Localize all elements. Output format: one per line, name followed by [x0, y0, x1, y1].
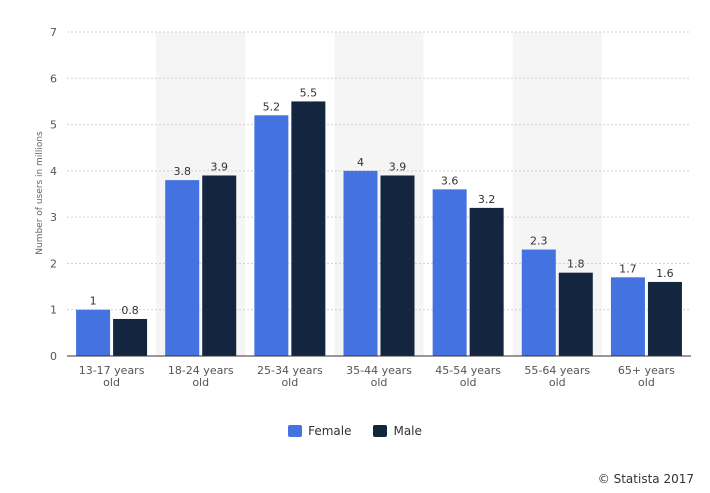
bars: [76, 101, 682, 356]
x-category-label: 18-24 years old: [168, 364, 234, 389]
bar-female-0[interactable]: [76, 309, 111, 356]
legend-swatch-male: [373, 425, 388, 437]
data-label: 3.8: [173, 165, 191, 178]
y-tick-label: 5: [50, 119, 57, 132]
data-label: 0.8: [121, 304, 139, 317]
data-labels: 1 0.8 3.8 3.9 5.2 5.5 4 3.9 3.6 3.2 2.3 1.8 1.7 1.6: [90, 86, 674, 317]
bar-female-5[interactable]: [521, 249, 556, 356]
bar-female-3[interactable]: [343, 170, 378, 356]
y-axis-label: Number of users in millions: [35, 131, 45, 255]
x-category-label: 45-54 years old: [435, 364, 501, 389]
y-tick-label: 0: [50, 350, 57, 363]
data-label: 1.8: [567, 258, 585, 271]
x-axis-categories: 13-17 years old 18-24 years old 25-34 years o…: [79, 364, 675, 389]
legend-swatch-female: [288, 425, 303, 437]
bar-male-2[interactable]: [291, 101, 326, 356]
data-label: 1.6: [656, 267, 674, 280]
bar-female-4[interactable]: [432, 189, 467, 356]
data-label: 3.9: [210, 160, 228, 173]
data-label: 1: [90, 295, 97, 308]
y-axis-ticks: 0 1 2 3 4 5 6 7: [50, 26, 57, 363]
y-tick-label: 4: [50, 165, 57, 178]
legend-label-female: Female: [308, 424, 352, 438]
legend-item-female[interactable]: Female: [288, 424, 351, 438]
x-category-label: 13-17 years old: [79, 364, 145, 389]
y-tick-label: 3: [50, 211, 57, 224]
data-label: 5.2: [263, 100, 281, 113]
source-credit[interactable]: © Statista 2017: [597, 472, 694, 486]
legend: Female Male: [0, 424, 710, 438]
x-category-label: 35-44 years old: [346, 364, 412, 389]
bar-male-5[interactable]: [558, 272, 593, 356]
x-category-label: 25-34 years old: [257, 364, 323, 389]
bar-male-0[interactable]: [113, 318, 148, 356]
data-label: 2.3: [530, 235, 548, 248]
bar-male-3[interactable]: [380, 175, 415, 356]
x-category-label: 65+ years old: [618, 364, 675, 389]
legend-label-male: Male: [393, 424, 422, 438]
data-label: 1.7: [619, 262, 637, 275]
bar-female-6[interactable]: [610, 277, 645, 356]
x-category-label: 55-64 years old: [524, 364, 590, 389]
y-tick-label: 1: [50, 304, 57, 317]
data-label: 3.9: [389, 160, 407, 173]
y-tick-label: 7: [50, 26, 57, 39]
y-tick-label: 2: [50, 257, 57, 270]
data-label: 5.5: [300, 86, 318, 99]
data-label: 4: [357, 156, 364, 169]
bar-male-4[interactable]: [469, 207, 504, 356]
bar-male-1[interactable]: [202, 175, 237, 356]
bar-female-2[interactable]: [254, 115, 289, 356]
legend-item-male[interactable]: Male: [373, 424, 422, 438]
y-tick-label: 6: [50, 72, 57, 85]
bar-male-6[interactable]: [647, 281, 682, 356]
bar-female-1[interactable]: [165, 180, 200, 356]
data-label: 3.2: [478, 193, 496, 206]
data-label: 3.6: [441, 174, 459, 187]
